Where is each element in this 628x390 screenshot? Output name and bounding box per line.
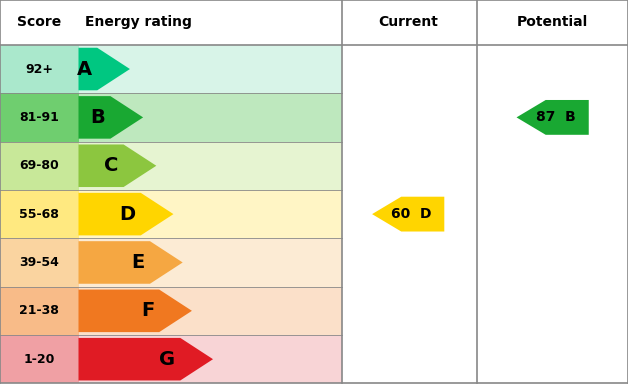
Bar — [78, 335, 342, 383]
Text: 39-54: 39-54 — [19, 256, 59, 269]
Text: 81-91: 81-91 — [19, 111, 59, 124]
Polygon shape — [78, 241, 183, 284]
Text: C: C — [104, 156, 119, 175]
Text: 1-20: 1-20 — [24, 353, 55, 366]
Text: Score: Score — [17, 16, 62, 29]
Bar — [0, 0, 628, 45]
Text: Potential: Potential — [517, 16, 588, 29]
Text: D: D — [119, 205, 136, 223]
Text: 60  D: 60 D — [391, 207, 431, 221]
Polygon shape — [78, 193, 173, 236]
Bar — [78, 93, 342, 142]
Polygon shape — [78, 96, 143, 139]
Text: 69-80: 69-80 — [19, 159, 59, 172]
Polygon shape — [78, 289, 192, 332]
Bar — [78, 45, 342, 93]
Bar — [78, 238, 342, 287]
Text: G: G — [159, 350, 175, 369]
Text: F: F — [141, 301, 154, 320]
Polygon shape — [78, 338, 213, 381]
Polygon shape — [78, 144, 156, 187]
Polygon shape — [78, 48, 130, 90]
Text: 21-38: 21-38 — [19, 304, 59, 317]
Text: 87  B: 87 B — [536, 110, 575, 124]
Text: Current: Current — [378, 16, 438, 29]
Bar — [78, 287, 342, 335]
Text: E: E — [132, 253, 145, 272]
Bar — [0, 45, 78, 93]
Text: 55-68: 55-68 — [19, 207, 59, 221]
Bar — [78, 142, 342, 190]
Bar — [0, 93, 78, 142]
Text: Energy rating: Energy rating — [85, 16, 192, 29]
Text: 92+: 92+ — [25, 62, 53, 76]
Bar — [0, 238, 78, 287]
Polygon shape — [372, 197, 445, 232]
Polygon shape — [516, 100, 589, 135]
Bar — [0, 142, 78, 190]
Text: A: A — [77, 60, 92, 78]
Bar — [0, 335, 78, 383]
Text: B: B — [90, 108, 106, 127]
Bar — [0, 190, 78, 238]
Bar — [78, 190, 342, 238]
Bar — [0, 287, 78, 335]
